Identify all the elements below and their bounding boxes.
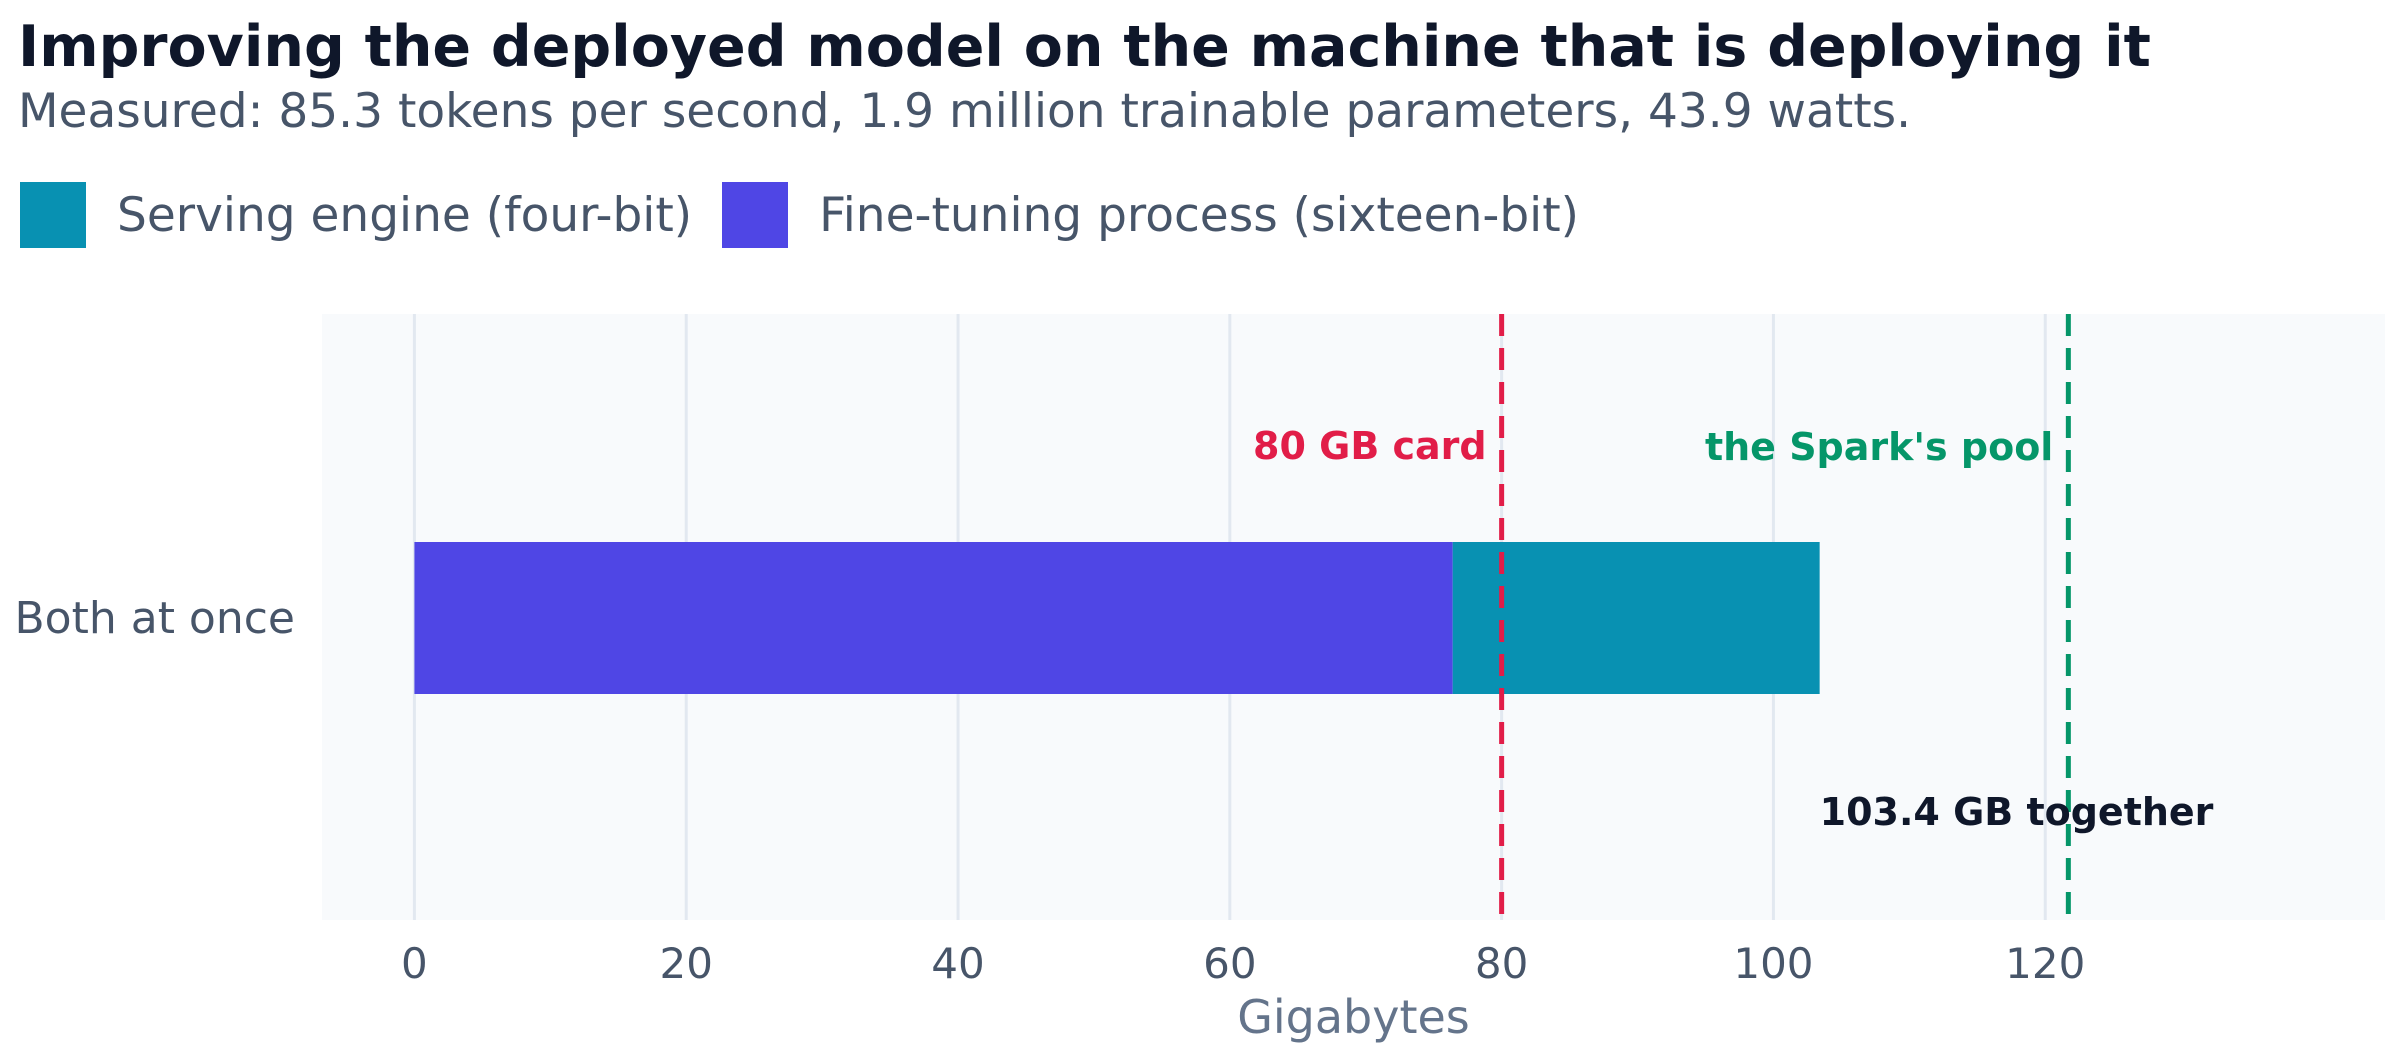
x-axis-label: Gigabytes	[1237, 990, 1470, 1044]
legend-swatch-finetune	[722, 182, 789, 248]
x-tick-label-120: 120	[2005, 939, 2085, 988]
chart-title: Improving the deployed model on the mach…	[18, 14, 2151, 80]
legend-label-finetune: Fine-tuning process (sixteen-bit)	[819, 187, 1579, 243]
legend: Serving engine (four-bit) Fine-tuning pr…	[20, 182, 1609, 248]
legend-item-serving: Serving engine (four-bit)	[20, 182, 692, 248]
legend-label-serving: Serving engine (four-bit)	[117, 187, 693, 243]
x-tick-label-0: 0	[401, 939, 428, 988]
bar-segment-finetune	[414, 542, 1453, 694]
chart-subtitle: Measured: 85.3 tokens per second, 1.9 mi…	[18, 84, 1912, 139]
reference-label-pool: the Spark's pool	[1705, 425, 2053, 469]
legend-item-finetune: Fine-tuning process (sixteen-bit)	[722, 182, 1579, 248]
legend-swatch-serving	[20, 182, 86, 248]
x-tick-label-20: 20	[659, 939, 712, 988]
y-category-label: Both at once	[15, 593, 296, 644]
x-tick-label-80: 80	[1475, 939, 1528, 988]
bar-segment-serving	[1452, 542, 1820, 694]
x-tick-label-60: 60	[1203, 939, 1256, 988]
x-tick-label-40: 40	[931, 939, 984, 988]
reference-label-card: 80 GB card	[1253, 424, 1487, 468]
x-tick-label-100: 100	[1733, 939, 1813, 988]
total-annotation: 103.4 GB together	[1820, 790, 2214, 834]
